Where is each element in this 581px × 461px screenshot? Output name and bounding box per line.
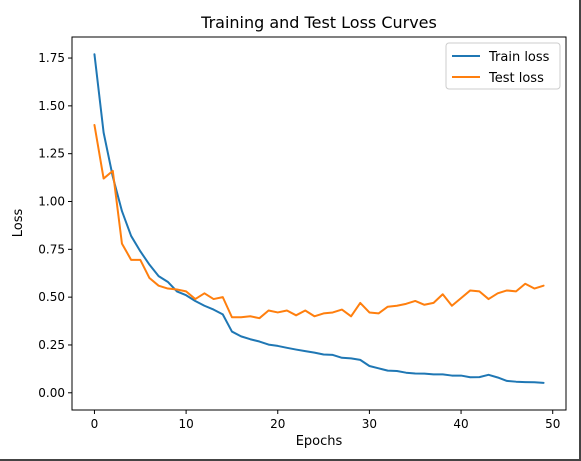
- x-axis: 0 10 20 30 40 50: [91, 410, 560, 431]
- x-axis-label: Epochs: [296, 434, 343, 449]
- x-tick-label: 20: [270, 417, 285, 431]
- y-axis: 0.00 0.25 0.50 0.75 1.00 1.25 1.50 1.75: [38, 51, 72, 400]
- series-line-train-loss: [93, 53, 545, 384]
- x-tick-label: 0: [91, 417, 99, 431]
- series-line-test-loss: [93, 123, 545, 320]
- y-tick-label: 0.25: [38, 338, 65, 352]
- series-lines: [93, 53, 545, 384]
- y-tick-label: 1.50: [38, 99, 65, 113]
- plot-area: [71, 36, 567, 411]
- y-tick-label: 0.50: [38, 290, 65, 304]
- y-tick-label: 1.25: [38, 147, 65, 161]
- y-tick-label: 0.75: [38, 242, 65, 256]
- legend: Train loss Test loss: [445, 42, 561, 90]
- y-tick-label: 1.00: [38, 195, 65, 209]
- y-axis-label: Loss: [11, 209, 26, 238]
- y-tick-label: 0.00: [38, 386, 65, 400]
- chart-title: Training and Test Loss Curves: [200, 13, 437, 32]
- y-tick-label: 1.75: [38, 51, 65, 65]
- x-tick-label: 50: [545, 417, 560, 431]
- x-tick-label: 10: [178, 417, 193, 431]
- x-tick-label: 40: [453, 417, 468, 431]
- legend-label: Train loss: [488, 50, 550, 65]
- legend-label: Test loss: [488, 71, 544, 86]
- x-tick-label: 30: [362, 417, 377, 431]
